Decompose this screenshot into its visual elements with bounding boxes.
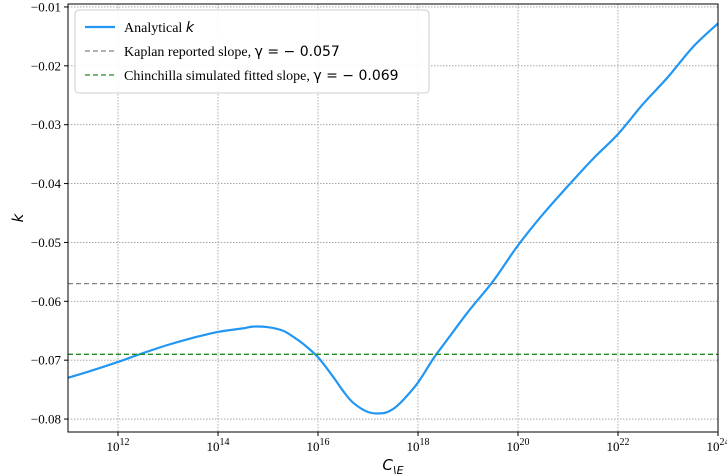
x-tick-labels: 1012 1014 1016 1018 1020 1022 1024 (107, 437, 727, 454)
x-tick-label: 1018 (407, 437, 430, 454)
legend-entry-kaplan-reported-slope: Kaplan reported slope, γ = − 0.057 (85, 44, 340, 60)
y-tick-label: −0.01 (31, 0, 61, 14)
legend-box (74, 9, 430, 94)
y-tick-label: −0.03 (31, 117, 61, 132)
y-tick-label: −0.04 (31, 176, 62, 191)
x-axis-label: C\E (382, 456, 403, 474)
legend-label: Analytical k (124, 20, 195, 36)
y-tick-label: −0.07 (31, 353, 62, 368)
series-line-analytical-k (67, 22, 719, 415)
legend-entry-analytical-k: Analytical k (85, 20, 195, 36)
y-tick-labels: −0.08 −0.07 −0.06 −0.05 −0.04 −0.03 −0.02 −0.01 (31, 0, 62, 427)
legend-label: Chinchilla simulated fitted slope, γ = −… (124, 68, 399, 84)
x-tick-label: 1022 (607, 437, 630, 454)
legend: Analytical k Kaplan reported slope, γ = −… (74, 9, 430, 94)
legend-entry-chinchilla-simulated-fitted-slope: Chinchilla simulated fitted slope, γ = −… (85, 68, 399, 84)
x-tick-label: 1024 (707, 437, 727, 454)
y-tick-label: −0.05 (31, 235, 61, 250)
y-tick-label: −0.02 (31, 58, 61, 73)
plot-area-frame (67, 3, 719, 433)
y-tick-label: −0.08 (31, 412, 61, 427)
tick-marks (64, 6, 719, 436)
series-layer (67, 22, 719, 415)
y-axis-label: k (9, 212, 27, 222)
x-tick-label: 1016 (307, 437, 330, 454)
x-tick-label: 1020 (507, 437, 530, 454)
x-tick-label: 1012 (107, 437, 130, 454)
x-tick-label: 1014 (207, 437, 230, 454)
y-tick-label: −0.06 (31, 294, 62, 309)
legend-label: Kaplan reported slope, γ = − 0.057 (124, 44, 340, 60)
